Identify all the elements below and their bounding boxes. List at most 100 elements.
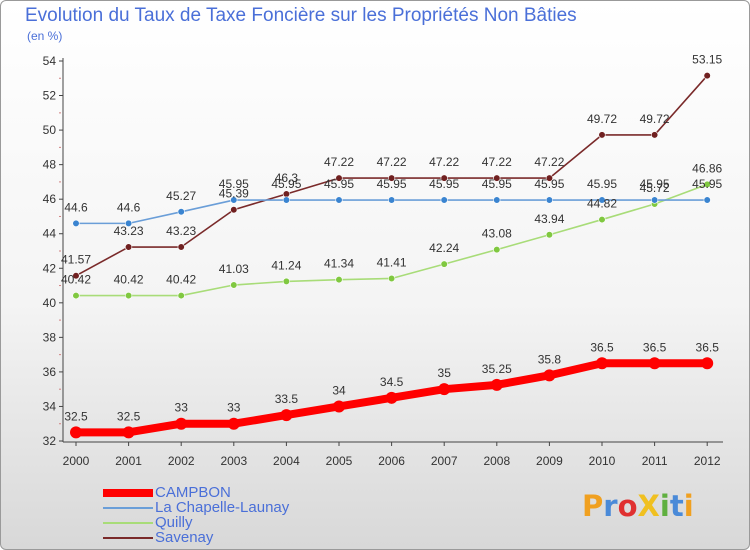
data-label: 43.08 xyxy=(482,227,512,241)
x-tick-label: 2004 xyxy=(273,454,300,468)
x-tick-label: 2002 xyxy=(168,454,195,468)
data-label: 47.22 xyxy=(534,155,564,169)
y-tick-label: 34 xyxy=(43,399,57,413)
data-label: 34.5 xyxy=(380,375,404,389)
data-point xyxy=(703,180,711,188)
data-point xyxy=(280,409,293,422)
data-point xyxy=(440,174,448,182)
data-label: 43.23 xyxy=(114,224,144,238)
data-point xyxy=(598,131,606,139)
data-point xyxy=(598,196,606,204)
data-point xyxy=(335,174,343,182)
data-label: 34 xyxy=(332,383,346,397)
data-label: 45.72 xyxy=(640,181,670,195)
data-label: 32.5 xyxy=(64,409,88,423)
data-point xyxy=(440,260,448,268)
data-point xyxy=(177,208,185,216)
data-point xyxy=(70,426,82,439)
logo-letter: t xyxy=(669,489,684,523)
data-label: 53.15 xyxy=(692,53,722,67)
x-tick-label: 2001 xyxy=(115,454,142,468)
data-point xyxy=(701,357,714,370)
data-label: 41.57 xyxy=(61,253,91,267)
data-label: 46.3 xyxy=(275,171,299,185)
data-label: 45.95 xyxy=(271,177,301,191)
data-point xyxy=(282,190,291,198)
x-tick-label: 2012 xyxy=(694,454,721,468)
data-label: 40.42 xyxy=(114,273,144,287)
y-tick-label: 46 xyxy=(43,192,57,206)
x-tick-label: 2010 xyxy=(589,454,616,468)
data-label: 46.86 xyxy=(692,161,722,175)
y-tick-label: 40 xyxy=(43,296,57,310)
y-tick-label: 48 xyxy=(43,158,57,172)
legend-label: La Chapelle-Launay xyxy=(155,499,290,516)
y-tick-label: 36 xyxy=(43,365,57,379)
data-point xyxy=(72,219,80,227)
logo-letter: X xyxy=(637,489,660,523)
data-point xyxy=(385,391,398,404)
legend-swatch xyxy=(103,489,153,497)
legend-swatch xyxy=(103,522,153,524)
data-point xyxy=(545,231,554,239)
logo-letter: i xyxy=(659,489,670,523)
data-label: 35.8 xyxy=(538,352,562,366)
data-point xyxy=(227,417,240,430)
data-label: 45.95 xyxy=(377,177,407,191)
legend-item: Savenay xyxy=(103,529,363,546)
y-tick-label: 38 xyxy=(43,330,57,344)
data-label: 40.42 xyxy=(61,273,91,287)
data-label: 47.22 xyxy=(377,155,407,169)
data-label: 35.25 xyxy=(482,362,512,376)
data-point xyxy=(177,291,185,300)
data-label: 45.95 xyxy=(587,177,617,191)
data-point xyxy=(124,291,133,300)
proxiti-logo: ProXiti xyxy=(582,489,694,523)
data-point xyxy=(333,400,345,413)
data-point xyxy=(388,174,396,182)
data-point xyxy=(282,277,291,286)
data-label: 36.5 xyxy=(590,340,614,354)
legend-label: CAMPBON xyxy=(155,484,231,501)
data-label: 33 xyxy=(175,401,189,415)
data-label: 40.42 xyxy=(166,273,196,287)
data-label: 45.95 xyxy=(534,177,564,191)
data-label: 47.22 xyxy=(429,155,459,169)
logo-letter: r xyxy=(603,489,618,523)
data-label: 36.5 xyxy=(696,340,720,354)
data-label: 43.23 xyxy=(166,224,196,238)
data-label: 44.82 xyxy=(587,197,617,211)
data-label: 49.72 xyxy=(640,112,670,126)
data-point xyxy=(177,243,185,251)
legend-item: Quilly xyxy=(103,514,363,531)
data-label: 44.6 xyxy=(64,200,88,214)
legend-swatch xyxy=(103,537,153,539)
data-label: 36.5 xyxy=(643,340,667,354)
data-point xyxy=(543,369,556,382)
legend-label: Quilly xyxy=(155,514,193,531)
data-label: 45.95 xyxy=(692,177,722,191)
data-label: 47.22 xyxy=(482,155,512,169)
y-tick-label: 32 xyxy=(43,434,57,448)
data-point xyxy=(282,196,291,204)
x-tick-label: 2003 xyxy=(220,454,247,468)
logo-letter: o xyxy=(617,489,638,523)
data-label: 45.95 xyxy=(219,177,249,191)
x-tick-label: 2006 xyxy=(378,454,405,468)
data-point xyxy=(703,72,711,80)
data-point xyxy=(493,174,501,182)
data-point xyxy=(230,196,238,204)
x-tick-label: 2007 xyxy=(431,454,458,468)
data-point xyxy=(438,383,451,396)
x-tick-label: 2005 xyxy=(326,454,353,468)
data-point xyxy=(545,196,554,204)
data-point xyxy=(335,196,343,204)
data-label: 44.6 xyxy=(117,200,141,214)
chart-axes: 32 34 36 38 40 42 44 46 48 50 52 54 2000 2001 2002 2003… xyxy=(43,54,723,468)
data-label: 33.5 xyxy=(275,392,299,406)
data-point xyxy=(72,272,80,280)
data-label: 45.27 xyxy=(166,189,196,203)
data-point xyxy=(596,357,608,370)
